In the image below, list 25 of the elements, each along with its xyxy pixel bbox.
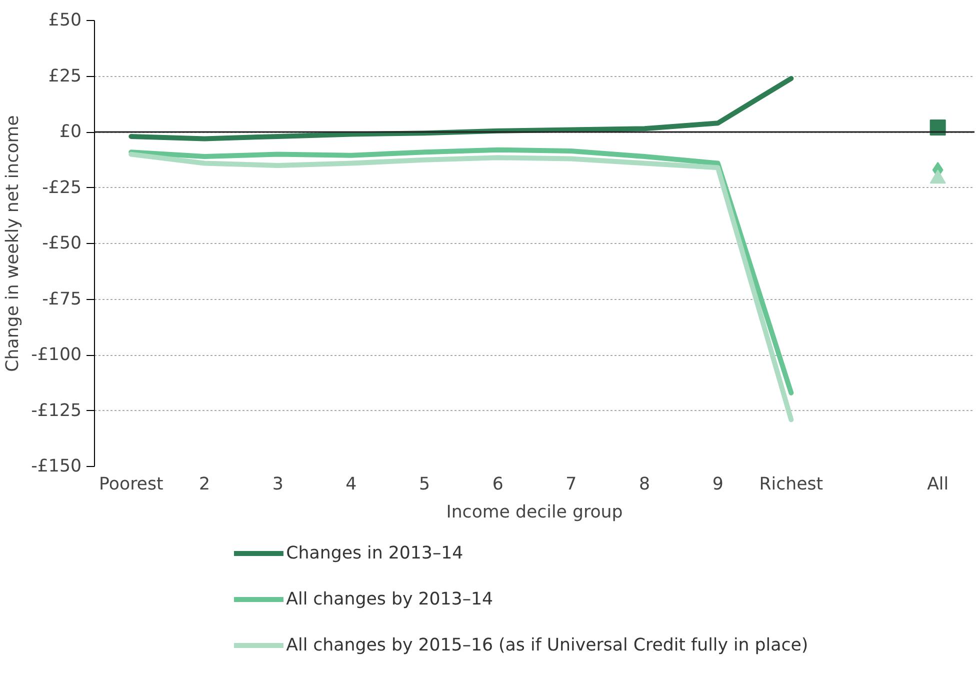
y-tick-label: -£50	[42, 234, 82, 254]
y-tick-label: -£125	[31, 400, 82, 421]
y-axis-title: Change in weekly net income	[3, 115, 24, 372]
legend-label: All changes by 2013–14	[286, 590, 494, 610]
y-tick-label: -£75	[42, 289, 82, 310]
y-tick-label: £25	[48, 66, 82, 86]
y-tick-label: £50	[48, 10, 82, 30]
x-tick-label: Richest	[759, 474, 824, 494]
x-tick-label: 2	[198, 474, 210, 494]
x-tick-label: 6	[492, 474, 504, 494]
y-tick-label: £0	[59, 122, 82, 142]
y-tick-label: -£150	[31, 456, 82, 476]
x-tick-label: 3	[272, 474, 284, 494]
x-tick-label: 9	[712, 474, 724, 494]
y-tick-label: -£25	[42, 178, 82, 198]
x-tick-label: Poorest	[99, 474, 164, 494]
legend-label: All changes by 2015–16 (as if Universal Credit fully in place)	[286, 636, 808, 656]
y-tick-label: -£100	[31, 345, 82, 365]
legend-label: Changes in 2013–14	[286, 544, 464, 564]
x-tick-label: All	[927, 474, 949, 494]
x-tick-label: 4	[346, 474, 357, 494]
x-tick-label: 8	[638, 474, 650, 494]
x-axis-title: Income decile group	[446, 502, 623, 522]
x-tick-label: 5	[418, 474, 430, 494]
x-tick-label: 7	[566, 474, 577, 494]
